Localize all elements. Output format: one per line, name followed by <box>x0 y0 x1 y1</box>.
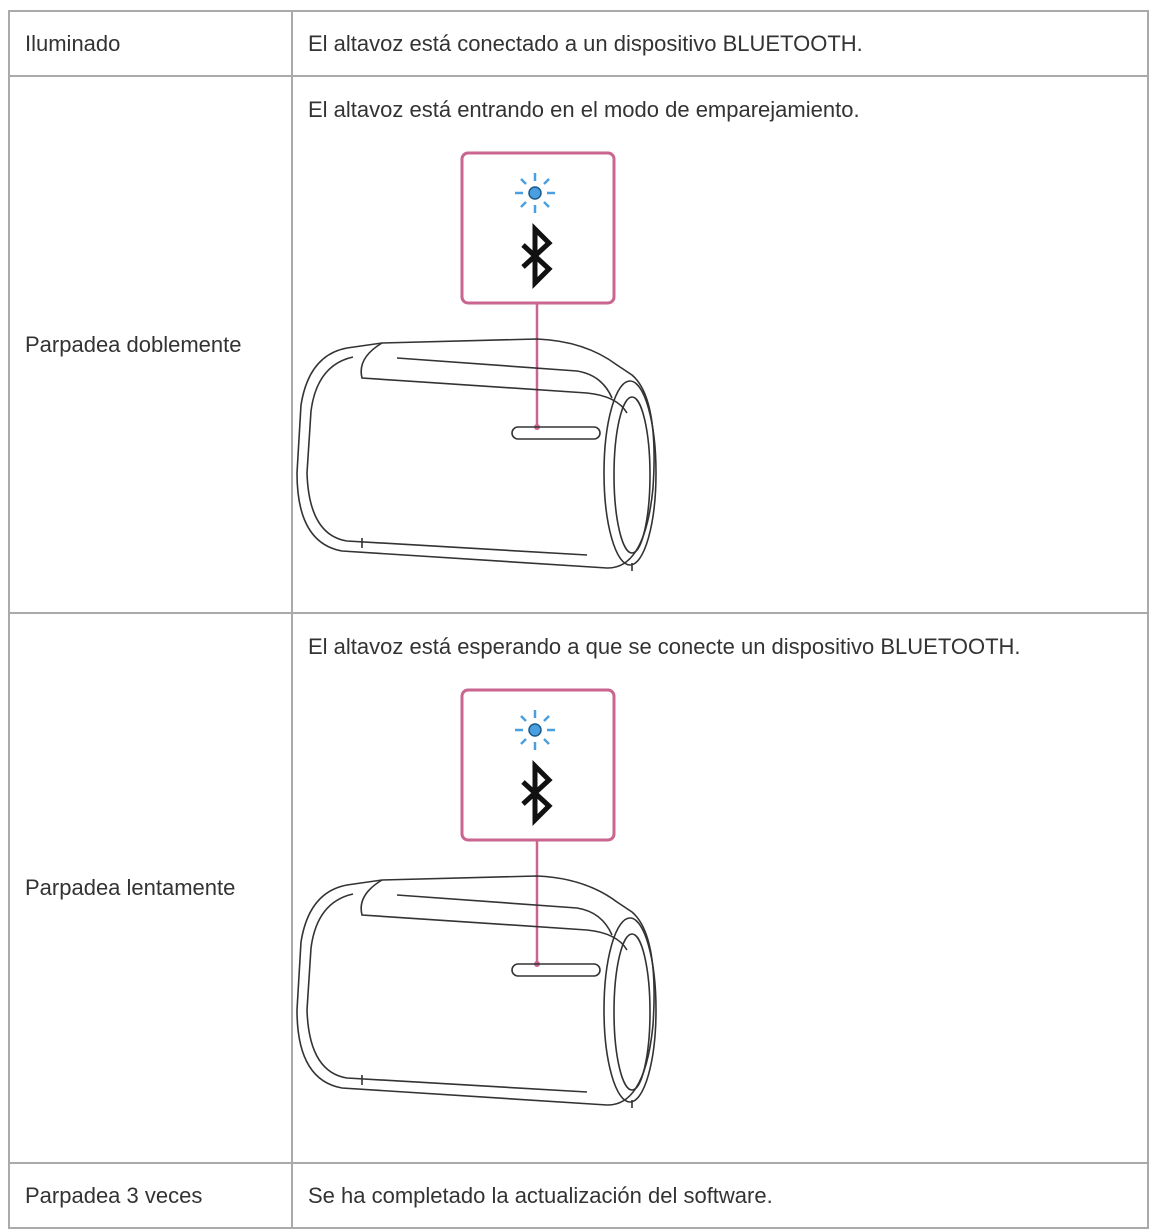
description-text: El altavoz está esperando a que se conec… <box>308 634 1021 659</box>
description-text: El altavoz está entrando en el modo de e… <box>308 97 860 122</box>
description-cell: El altavoz está esperando a que se conec… <box>291 612 1149 1164</box>
description-cell: El altavoz está conectado a un dispositi… <box>291 10 1149 77</box>
status-cell: Parpadea 3 veces <box>8 1162 293 1229</box>
table-row: Iluminado El altavoz está conectado a un… <box>8 10 1149 77</box>
speaker-illustration <box>287 680 687 1120</box>
status-cell: Iluminado <box>8 10 293 77</box>
table-row: Parpadea lentamente El altavoz está espe… <box>8 612 1149 1164</box>
table-row: Parpadea 3 veces Se ha completado la act… <box>8 1162 1149 1229</box>
table-row: Parpadea doblemente El altavoz está entr… <box>8 75 1149 614</box>
status-cell: Parpadea lentamente <box>8 612 293 1164</box>
speaker-illustration <box>287 143 687 583</box>
status-cell: Parpadea doblemente <box>8 75 293 614</box>
description-cell: Se ha completado la actualización del so… <box>291 1162 1149 1229</box>
description-cell: El altavoz está entrando en el modo de e… <box>291 75 1149 614</box>
status-table: Iluminado El altavoz está conectado a un… <box>8 10 1149 1229</box>
